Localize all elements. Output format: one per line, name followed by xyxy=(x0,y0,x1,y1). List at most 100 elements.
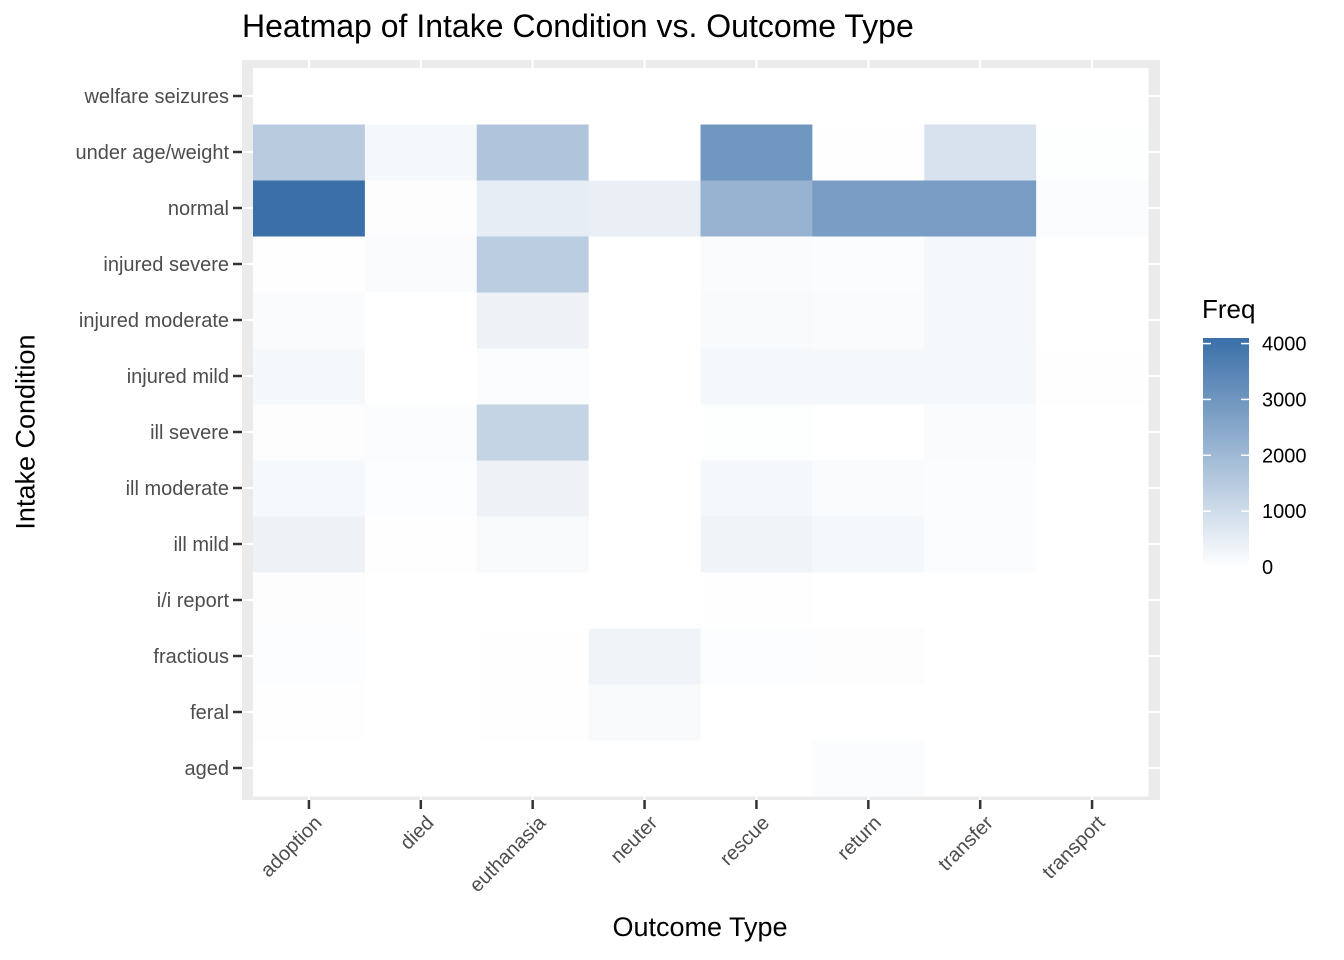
heatmap-cell xyxy=(364,292,478,349)
heatmap-cell xyxy=(1036,684,1149,741)
heatmap-cell xyxy=(1036,236,1149,293)
legend-tick-label: 1000 xyxy=(1262,501,1307,523)
heatmap-cell xyxy=(812,404,925,461)
y-tick-label: under age/weight xyxy=(76,142,230,164)
heatmap-cell xyxy=(812,124,925,181)
color-legend: 4000 3000 2000 1000 0 xyxy=(1203,334,1307,579)
heatmap-cell xyxy=(1036,516,1149,573)
heatmap-cell xyxy=(476,628,590,685)
heatmap-cell xyxy=(1036,180,1149,237)
heatmap-cell xyxy=(253,236,366,293)
heatmap-cell xyxy=(812,684,925,741)
heatmap-cell xyxy=(476,348,590,405)
heatmap-cell xyxy=(812,348,925,405)
heatmap-cell xyxy=(924,516,1037,573)
heatmap-cell xyxy=(924,572,1037,629)
y-axis-title: Intake Condition xyxy=(10,334,41,530)
heatmap-cell xyxy=(924,236,1037,293)
x-axis-title: Outcome Type xyxy=(612,912,788,942)
x-tick-label: transport xyxy=(1038,812,1110,884)
heatmap-cell xyxy=(364,740,478,797)
heatmap-cell xyxy=(364,460,478,517)
heatmap-cell xyxy=(253,628,366,685)
heatmap-cell xyxy=(700,628,813,685)
heatmap-cell xyxy=(812,460,925,517)
y-tick-label: injured moderate xyxy=(79,310,229,332)
heatmap-cell xyxy=(812,740,925,797)
heatmap-cell xyxy=(364,404,478,461)
heatmap-cell xyxy=(588,628,701,685)
heatmap-cell xyxy=(476,460,590,517)
legend-title: Freq xyxy=(1202,294,1256,324)
heatmap-cell xyxy=(476,516,590,573)
heatmap-cell xyxy=(364,684,478,741)
legend-tick-label: 3000 xyxy=(1262,389,1307,411)
heatmap-cell xyxy=(1036,740,1149,797)
heatmap-cell xyxy=(476,180,590,237)
legend-tick-label: 0 xyxy=(1262,557,1273,579)
heatmap-cell xyxy=(588,236,701,293)
heatmap-cell xyxy=(924,684,1037,741)
heatmap-cell xyxy=(364,516,478,573)
x-tick-label: transfer xyxy=(934,812,998,876)
heatmap-cell xyxy=(476,236,590,293)
heatmap-cell xyxy=(253,684,366,741)
heatmap-cells xyxy=(253,68,1149,797)
heatmap-cell xyxy=(1036,124,1149,181)
heatmap-cell xyxy=(588,68,701,125)
heatmap-cell xyxy=(924,292,1037,349)
heatmap-cell xyxy=(1036,628,1149,685)
heatmap-cell xyxy=(253,68,366,125)
heatmap-cell xyxy=(812,180,925,237)
heatmap-cell xyxy=(253,124,366,181)
heatmap-cell xyxy=(812,292,925,349)
x-tick-label: died xyxy=(396,812,438,854)
y-axis: aged feral fractious i/i report ill mild ill … xyxy=(76,86,242,780)
heatmap-cell xyxy=(588,180,701,237)
heatmap-cell xyxy=(700,684,813,741)
heatmap-cell xyxy=(364,180,478,237)
y-tick-label: fractious xyxy=(153,646,229,668)
heatmap-cell xyxy=(700,292,813,349)
heatmap-cell xyxy=(588,516,701,573)
x-tick-label: adoption xyxy=(257,812,327,882)
y-tick-label: ill moderate xyxy=(126,478,229,500)
x-axis: adoption died euthanasia neuter rescue return… xyxy=(257,800,1110,897)
heatmap-cell xyxy=(700,68,813,125)
heatmap-cell xyxy=(1036,572,1149,629)
heatmap-cell xyxy=(364,348,478,405)
heatmap-cell xyxy=(924,348,1037,405)
heatmap-cell xyxy=(476,292,590,349)
y-tick-label: normal xyxy=(168,198,229,220)
heatmap-cell xyxy=(812,628,925,685)
heatmap-cell xyxy=(364,628,478,685)
heatmap-cell xyxy=(476,404,590,461)
heatmap-cell xyxy=(253,516,366,573)
heatmap-cell xyxy=(924,460,1037,517)
heatmap-cell xyxy=(588,740,701,797)
y-tick-label: ill severe xyxy=(150,422,229,444)
heatmap-cell xyxy=(476,740,590,797)
heatmap-cell xyxy=(700,236,813,293)
heatmap-cell xyxy=(1036,348,1149,405)
heatmap-cell xyxy=(588,404,701,461)
heatmap-cell xyxy=(588,460,701,517)
heatmap-cell xyxy=(588,348,701,405)
heatmap-cell xyxy=(924,628,1037,685)
heatmap-cell xyxy=(700,516,813,573)
heatmap-cell xyxy=(812,68,925,125)
heatmap-cell xyxy=(700,348,813,405)
x-tick-label: return xyxy=(833,812,886,865)
heatmap-cell xyxy=(253,404,366,461)
heatmap-cell xyxy=(924,68,1037,125)
heatmap-cell xyxy=(1036,68,1149,125)
heatmap-cell xyxy=(1036,292,1149,349)
heatmap-cell xyxy=(253,180,366,237)
x-tick-label: rescue xyxy=(716,812,774,870)
heatmap-cell xyxy=(1036,404,1149,461)
y-tick-label: ill mild xyxy=(173,534,229,556)
heatmap-cell xyxy=(253,460,366,517)
heatmap-cell xyxy=(924,124,1037,181)
heatmap-cell xyxy=(364,68,478,125)
